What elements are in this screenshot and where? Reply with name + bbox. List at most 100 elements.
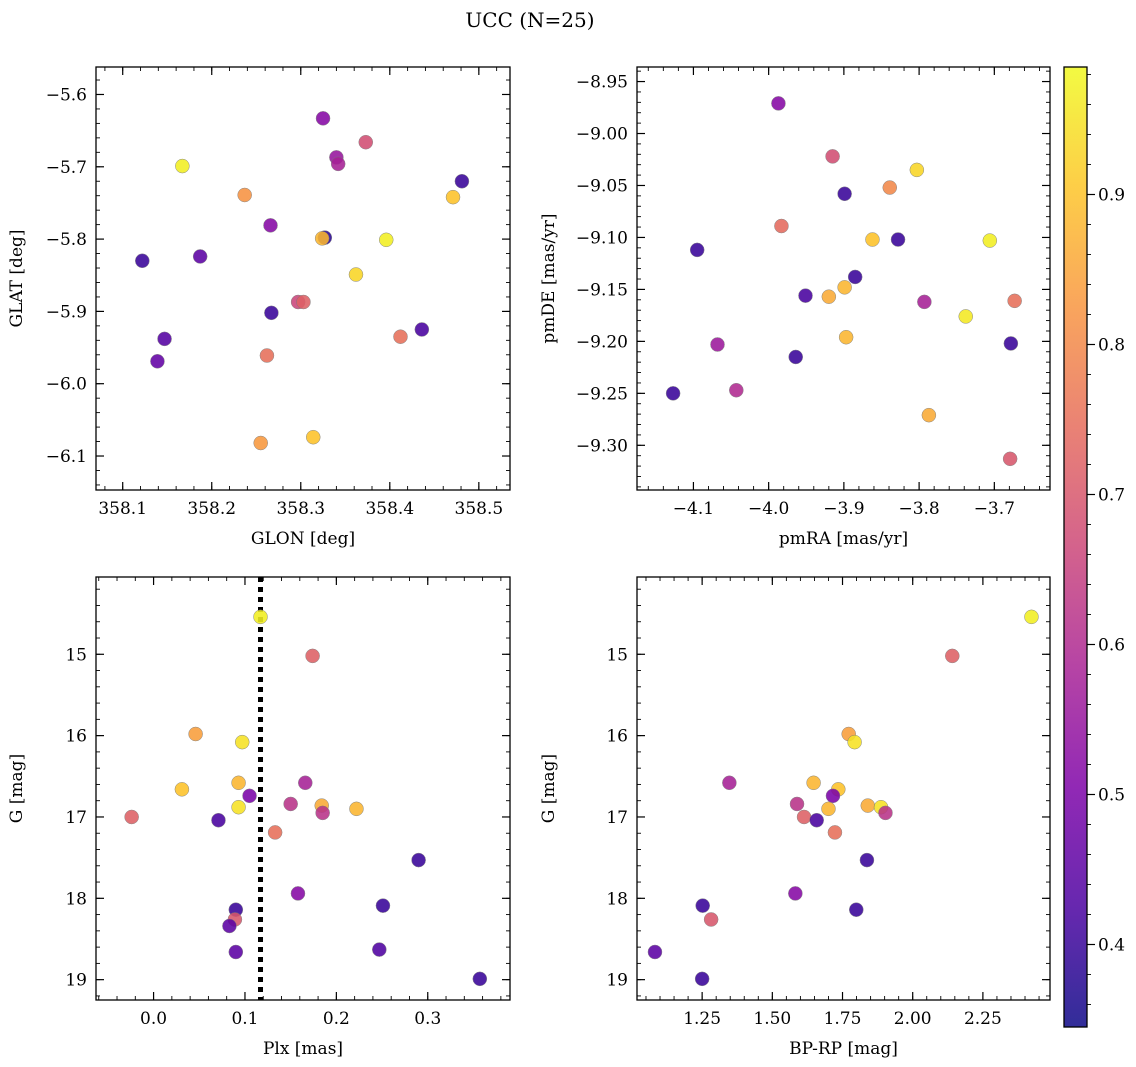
scatter-point xyxy=(882,180,898,195)
y-tick-label: −8.95 xyxy=(576,73,628,93)
x-axis-label: Plx [mas] xyxy=(263,1039,343,1059)
x-tick-label: 1.25 xyxy=(683,1009,721,1029)
scatter-point xyxy=(237,187,252,203)
y-tick-label: 16 xyxy=(65,727,87,747)
scatter-point xyxy=(837,186,852,202)
scatter-point xyxy=(253,609,268,625)
scatter-point xyxy=(267,825,283,840)
scatter-point xyxy=(314,231,330,246)
scatter-point xyxy=(958,309,973,324)
y-tick-label: −9.05 xyxy=(576,176,628,196)
colorbar-tick-label: 0.8 xyxy=(1098,336,1125,356)
scatter-point xyxy=(982,233,998,248)
scatter-point xyxy=(788,886,803,901)
scatter-point xyxy=(454,173,470,189)
scatter-point xyxy=(242,788,257,804)
x-tick-label: 0.2 xyxy=(323,1009,350,1029)
scatter-point xyxy=(253,435,268,451)
y-tick-label: −5.6 xyxy=(46,85,87,105)
panel-glon-glat: 358.1 358.2 358.3 358.4 358.5 −5.6 −5.7 −5.8 −5.… xyxy=(7,66,511,549)
scatter-point xyxy=(689,242,705,258)
x-tick-label: −3.7 xyxy=(974,499,1015,519)
scatter-point xyxy=(445,189,461,205)
scatter-point xyxy=(729,382,744,398)
scatter-point xyxy=(809,812,824,828)
scatter-point xyxy=(411,852,426,868)
scatter-point xyxy=(259,348,275,363)
colorbar-gradient xyxy=(1064,67,1087,1027)
scatter-point xyxy=(298,775,313,791)
axes-frame xyxy=(95,66,511,491)
scatter-point xyxy=(798,288,813,303)
scatter-point xyxy=(788,349,803,365)
scatter-point xyxy=(1024,609,1039,625)
scatter-point xyxy=(188,726,203,742)
scatter-point xyxy=(694,971,710,987)
scatter-point xyxy=(909,162,925,178)
scatter-point xyxy=(315,111,331,126)
scatter-point xyxy=(1003,336,1019,351)
scatter-point xyxy=(290,886,306,901)
x-axis-label: BP-RP [mag] xyxy=(789,1039,898,1059)
scatter-point xyxy=(859,852,875,868)
y-tick-label: 17 xyxy=(606,808,628,828)
panel-pmra-pmde: −4.1 −4.0 −3.9 −3.8 −3.7 −8.95 −9.00 −9.05 −9.10… xyxy=(539,66,1051,549)
scatter-point xyxy=(315,805,330,821)
scatter-point xyxy=(771,96,786,111)
colorbar-frame xyxy=(1063,66,1088,1028)
scatter-point xyxy=(860,798,876,813)
y-tick-label: 16 xyxy=(606,727,628,747)
scatter-point xyxy=(231,799,246,815)
x-tick-label: −4.1 xyxy=(673,499,714,519)
x-tick-label: 1.75 xyxy=(824,1009,862,1029)
scatter-point xyxy=(414,322,430,337)
figure-title: UCC (N=25) xyxy=(465,8,594,32)
scatter-point xyxy=(722,775,737,791)
scatter-point xyxy=(827,825,843,840)
colorbar-tick-label: 0.4 xyxy=(1098,936,1125,956)
x-tick-label: −4.0 xyxy=(748,499,789,519)
x-tick-label: 0.1 xyxy=(231,1009,258,1029)
x-tick-label: 2.25 xyxy=(964,1009,1002,1029)
colorbar-tick-label: 0.6 xyxy=(1098,636,1125,656)
colorbar-tick-label: 0.7 xyxy=(1098,486,1125,506)
x-tick-label: 2.00 xyxy=(894,1009,932,1029)
scatter-point xyxy=(472,971,488,987)
scatter-point xyxy=(703,912,719,927)
scatter-point xyxy=(349,801,364,817)
scatter-point xyxy=(135,253,150,269)
scatter-point xyxy=(865,232,880,247)
y-tick-label: −6.0 xyxy=(46,375,87,395)
y-axis-label: GLAT [deg] xyxy=(7,229,27,327)
scatter-point xyxy=(806,775,821,791)
x-tick-label: 358.5 xyxy=(455,499,504,519)
scatter-point xyxy=(150,354,165,369)
y-tick-label: 17 xyxy=(65,808,87,828)
scatter-point xyxy=(174,782,190,797)
x-tick-label: −3.8 xyxy=(898,499,939,519)
panel-bprp-g: 1.25 1.50 1.75 2.00 2.25 15 16 17 18 19 BP-RP [mag… xyxy=(539,576,1051,1059)
y-tick-label: 15 xyxy=(65,645,87,665)
scatter-point xyxy=(921,407,937,423)
scatter-point xyxy=(358,134,374,150)
y-axis-label: G [mag] xyxy=(539,754,559,823)
scatter-point xyxy=(847,734,862,750)
scatter-point xyxy=(849,902,864,917)
x-tick-label: 358.1 xyxy=(98,499,147,519)
colorbar-tick-label: 0.5 xyxy=(1098,786,1125,806)
scatter-point xyxy=(348,267,364,282)
scatter-point xyxy=(305,648,320,664)
y-tick-label: 15 xyxy=(606,645,628,665)
scatter-point xyxy=(838,329,854,345)
scatter-point xyxy=(157,331,172,347)
y-tick-label: 18 xyxy=(65,889,87,909)
scatter-point xyxy=(945,648,960,664)
x-axis-label: GLON [deg] xyxy=(251,529,355,549)
y-tick-label: −9.30 xyxy=(576,436,628,456)
y-tick-label: −9.00 xyxy=(576,125,628,145)
x-tick-label: 358.4 xyxy=(365,499,414,519)
scatter-point xyxy=(789,796,805,812)
scatter-point xyxy=(878,805,893,821)
axes-frame xyxy=(95,576,511,1001)
